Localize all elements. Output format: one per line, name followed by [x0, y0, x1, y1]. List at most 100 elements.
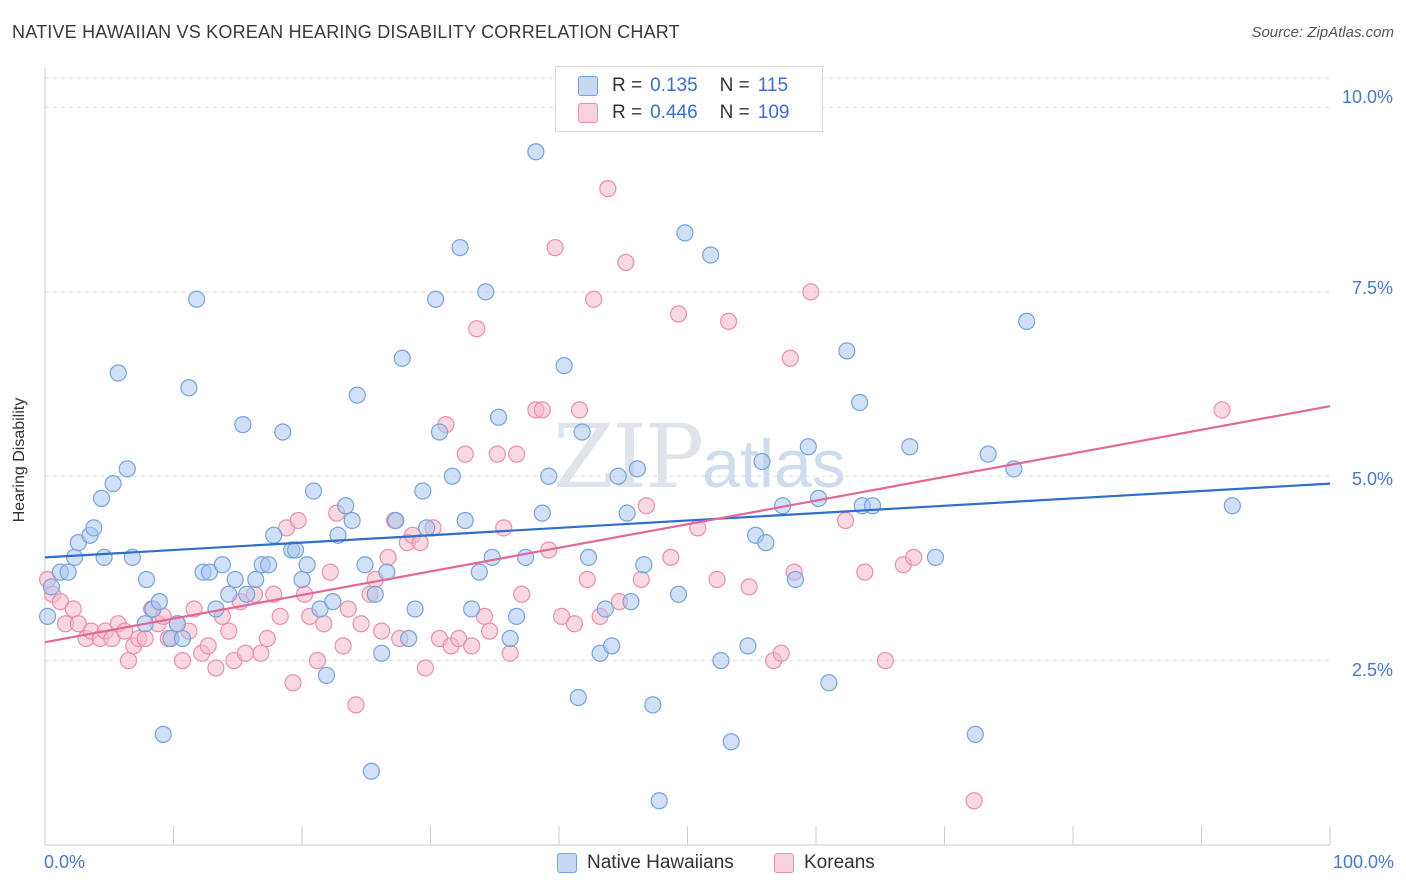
data-point [95, 548, 113, 566]
legend-item-native-hawaiians: Native Hawaiians [557, 852, 734, 874]
data-point [104, 475, 122, 493]
data-point [552, 607, 571, 625]
data-point [400, 629, 418, 648]
data-point [662, 548, 680, 566]
data-point [555, 357, 573, 375]
data-point [781, 349, 799, 367]
data-point [373, 644, 391, 662]
data-point [702, 246, 720, 264]
data-point [259, 556, 278, 574]
data-point [59, 563, 77, 581]
data-point [411, 534, 429, 552]
data-point [1018, 312, 1036, 330]
data-point [379, 548, 397, 566]
data-point [578, 570, 596, 589]
source-label: Source: ZipAtlas.com [1251, 24, 1394, 41]
data-point [632, 570, 650, 589]
data-point [271, 607, 289, 625]
data-point [393, 349, 411, 367]
x-tick-label: 100.0% [1332, 852, 1394, 872]
data-point [456, 511, 474, 530]
data-point [609, 467, 627, 485]
data-point [802, 283, 820, 301]
data-point [317, 666, 336, 684]
data-point [119, 652, 138, 670]
r-label: R = [612, 75, 643, 96]
data-point [136, 629, 154, 648]
data-point [406, 600, 424, 618]
data-point [926, 548, 945, 566]
data-point [324, 593, 342, 611]
data-point [669, 585, 688, 603]
data-point [343, 511, 361, 530]
data-point [540, 467, 558, 485]
data-point [220, 585, 238, 603]
data-point [628, 460, 646, 478]
y-tick-label: 10.0% [1341, 87, 1393, 107]
data-point [676, 224, 694, 242]
data-point [220, 622, 238, 640]
data-point [38, 607, 57, 625]
data-point [200, 563, 219, 581]
blue-swatch [578, 76, 598, 96]
data-point [501, 629, 519, 648]
y-axis-label: Hearing Disability [11, 397, 28, 523]
data-point [863, 497, 882, 515]
pink-swatch [578, 103, 598, 123]
data-point [856, 563, 874, 581]
data-point [965, 792, 983, 810]
data-point [69, 615, 88, 633]
data-point [416, 659, 434, 677]
watermark-zip: ZIP [553, 405, 704, 508]
data-point [356, 556, 374, 574]
data-point [188, 290, 206, 308]
data-point [516, 548, 535, 566]
data-point [362, 762, 380, 780]
data-point [618, 504, 636, 522]
data-point [315, 615, 333, 633]
data-point [1213, 401, 1231, 419]
data-point [477, 283, 495, 301]
data-point [650, 792, 668, 810]
data-point [533, 401, 551, 419]
data-point [173, 652, 192, 670]
data-point [451, 239, 469, 257]
data-point [173, 629, 192, 648]
watermark-atlas: atlas [702, 426, 846, 502]
data-point [966, 725, 984, 743]
data-point [199, 637, 217, 655]
n-label: N = [719, 102, 750, 123]
n-label: N = [719, 75, 750, 96]
data-point [851, 393, 869, 412]
data-point [337, 497, 355, 515]
data-point [430, 423, 449, 441]
data-point [64, 600, 82, 618]
y-tick-label: 5.0% [1351, 469, 1393, 489]
data-point [488, 445, 506, 463]
watermark-logo: ZIPatlas [553, 405, 846, 508]
data-point [118, 460, 136, 478]
koreans-trend-line [44, 405, 1331, 644]
legend-label: Native Hawaiians [587, 852, 734, 873]
data-point [418, 519, 436, 537]
data-point [463, 637, 481, 655]
data-point [414, 482, 432, 500]
data-point [234, 416, 252, 434]
legend-row-native-hawaiians: R = 0.135 N = 115 [578, 73, 788, 99]
data-point [213, 556, 231, 574]
data-point [352, 615, 370, 633]
native-hawaiians-trend-line [44, 482, 1331, 559]
data-point [579, 548, 598, 566]
data-point [905, 548, 923, 566]
data-point [387, 511, 405, 530]
data-point [65, 548, 84, 566]
data-point [348, 386, 366, 404]
y-tick-label: 2.5% [1351, 660, 1393, 680]
data-point [347, 696, 365, 714]
data-point [443, 467, 461, 485]
data-point [483, 548, 501, 566]
data-point [226, 570, 244, 589]
data-point [298, 556, 316, 574]
data-point [573, 423, 591, 441]
data-point [644, 696, 662, 714]
